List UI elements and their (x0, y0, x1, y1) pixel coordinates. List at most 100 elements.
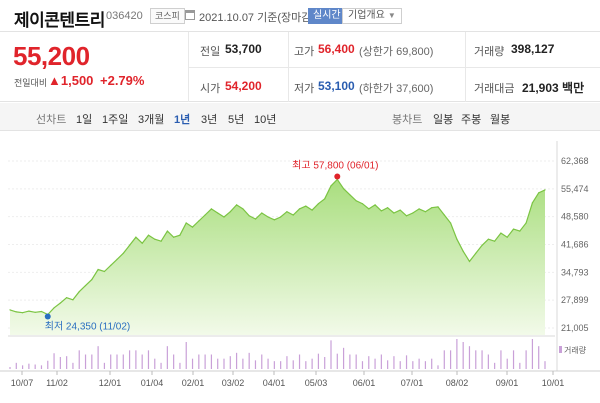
volume-bar (481, 350, 483, 369)
price-point (405, 215, 408, 217)
candle-chart-label: 봉차트 (392, 114, 423, 126)
price-point (324, 198, 326, 200)
price-summary: 55,200 전일대비 ▲1,500 +2.79% 전일 53,700 고가 5… (0, 32, 600, 102)
company-info-button[interactable]: 기업개요 ▼ (342, 8, 402, 24)
volume-bar (342, 347, 345, 369)
volume-bar (47, 360, 49, 369)
stock-name: 제이콘텐트리 (14, 11, 105, 30)
price-area (10, 179, 545, 335)
candle-monthly[interactable]: 월봉 (490, 114, 511, 126)
volume-bar (198, 354, 200, 369)
volume-bars (9, 339, 546, 369)
candle-weekly[interactable]: 주봉 (461, 114, 482, 126)
high-marker (334, 173, 341, 180)
x-tick-label: 03/02 (222, 378, 245, 388)
price-point (368, 208, 370, 210)
volume-bar (355, 354, 357, 369)
volume-bar (28, 363, 30, 369)
prev-close-value: 53,700 (225, 42, 262, 56)
price-point (487, 238, 489, 240)
change-amount: ▲1,500 (48, 73, 94, 88)
price-point (147, 234, 150, 236)
x-tick-label: 02/01 (182, 378, 205, 388)
volume-label: 거래량 (564, 345, 587, 355)
period-1w[interactable]: 1주일 (102, 114, 129, 126)
low-label: 저가 (294, 83, 315, 95)
y-tick-label: 27,899 (561, 295, 589, 305)
price-point (34, 311, 36, 313)
period-5y[interactable]: 5년 (228, 114, 245, 126)
price-point (437, 206, 439, 208)
price-point (424, 211, 426, 213)
price-point (387, 207, 389, 209)
stock-code: 036420 (106, 10, 143, 22)
volume-bar (204, 354, 206, 369)
price-point (173, 236, 175, 238)
price-point (512, 228, 515, 230)
price-point (141, 242, 143, 244)
period-10y[interactable]: 10년 (254, 114, 277, 126)
volume-bar (525, 350, 527, 369)
price-point (418, 208, 420, 210)
period-1y[interactable]: 1년 (174, 114, 191, 126)
price-chart[interactable]: 62,368 55,474 48,580 41,686 34,793 27,899 21,0… (0, 131, 600, 403)
stock-header: 제이콘텐트리 036420 코스피 2021.10.07 기준(장마감) 실시간… (0, 0, 600, 32)
period-1d[interactable]: 1일 (76, 114, 93, 126)
volume-bar (66, 356, 68, 369)
price-point (91, 279, 93, 281)
price-point (412, 212, 414, 214)
price-point (204, 214, 206, 216)
volume-bar (235, 352, 238, 369)
volume-bar (154, 358, 156, 369)
volume-bar (519, 362, 521, 369)
period-selector: 선차트 1일 1주일 3개월 1년 3년 5년 10년 봉차트 일봉 주봉 월봉 (0, 103, 600, 131)
realtime-button[interactable]: 실시간 (308, 8, 346, 24)
volume-bar (160, 362, 162, 369)
x-tick-label: 01/04 (141, 378, 164, 388)
period-3y[interactable]: 3년 (201, 114, 218, 126)
volume-bar (368, 356, 370, 369)
high-annotation: 최고 57,800 (06/01) (292, 159, 378, 171)
price-point (494, 240, 496, 242)
price-point (355, 200, 357, 202)
volume-bar (286, 356, 288, 369)
volume-bar (229, 356, 231, 369)
lower-limit: (하한가 37,600) (359, 83, 434, 95)
volume-bar (512, 350, 515, 369)
period-3m[interactable]: 3개월 (138, 114, 165, 126)
y-tick-label: 21,005 (561, 323, 589, 333)
price-point (242, 208, 244, 210)
price-point (22, 312, 24, 314)
volume-bar (324, 357, 326, 369)
price-point (185, 222, 187, 224)
price-point (525, 222, 527, 224)
price-point (305, 205, 307, 207)
price-point (135, 236, 137, 238)
price-line (9, 178, 546, 316)
change-percent: +2.79% (100, 73, 145, 88)
price-point (66, 297, 68, 299)
line-chart-label: 선차트 (36, 114, 67, 126)
price-point (538, 192, 540, 194)
price-point (349, 194, 351, 196)
price-point (166, 230, 168, 232)
y-tick-label: 41,686 (561, 240, 589, 250)
candle-daily[interactable]: 일봉 (433, 114, 454, 126)
x-tick-label: 12/01 (99, 378, 122, 388)
price-point (198, 220, 200, 222)
price-point (393, 212, 395, 214)
volume-bar (122, 354, 124, 369)
volume-bar (78, 350, 80, 369)
price-point (72, 299, 74, 301)
price-point (374, 204, 376, 206)
price-point (110, 264, 112, 266)
price-point (59, 302, 62, 304)
volume-bar (336, 353, 338, 369)
volume-bar (437, 365, 439, 369)
price-point (223, 216, 225, 218)
price-point (399, 209, 401, 211)
price-point (450, 222, 452, 224)
volume-bar (380, 354, 382, 369)
volume-bar (273, 361, 275, 369)
price-point (361, 203, 364, 205)
